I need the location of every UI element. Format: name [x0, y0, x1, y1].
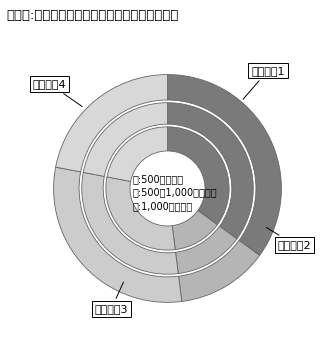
Wedge shape [83, 103, 168, 176]
Text: 中:500〜1,000万円未満: 中:500〜1,000万円未満 [133, 187, 217, 198]
Text: 外:1,000万円以上: 外:1,000万円以上 [133, 201, 193, 211]
Wedge shape [107, 127, 168, 181]
Wedge shape [56, 75, 168, 172]
Wedge shape [176, 226, 237, 274]
Text: グループ4: グループ4 [33, 79, 82, 106]
Text: 内:500万円未満: 内:500万円未満 [133, 174, 184, 184]
Text: 図表５:年間収入別老後の生活のための準備状況: 図表５:年間収入別老後の生活のための準備状況 [7, 9, 179, 22]
Wedge shape [168, 103, 253, 239]
Wedge shape [54, 167, 182, 302]
Wedge shape [82, 172, 178, 274]
Text: グループ1: グループ1 [243, 66, 285, 99]
Text: グループ2: グループ2 [266, 228, 312, 250]
Wedge shape [168, 127, 229, 225]
Wedge shape [168, 75, 281, 255]
Text: グループ3: グループ3 [94, 282, 128, 314]
Wedge shape [179, 240, 260, 302]
Wedge shape [172, 210, 217, 250]
Wedge shape [106, 177, 175, 250]
